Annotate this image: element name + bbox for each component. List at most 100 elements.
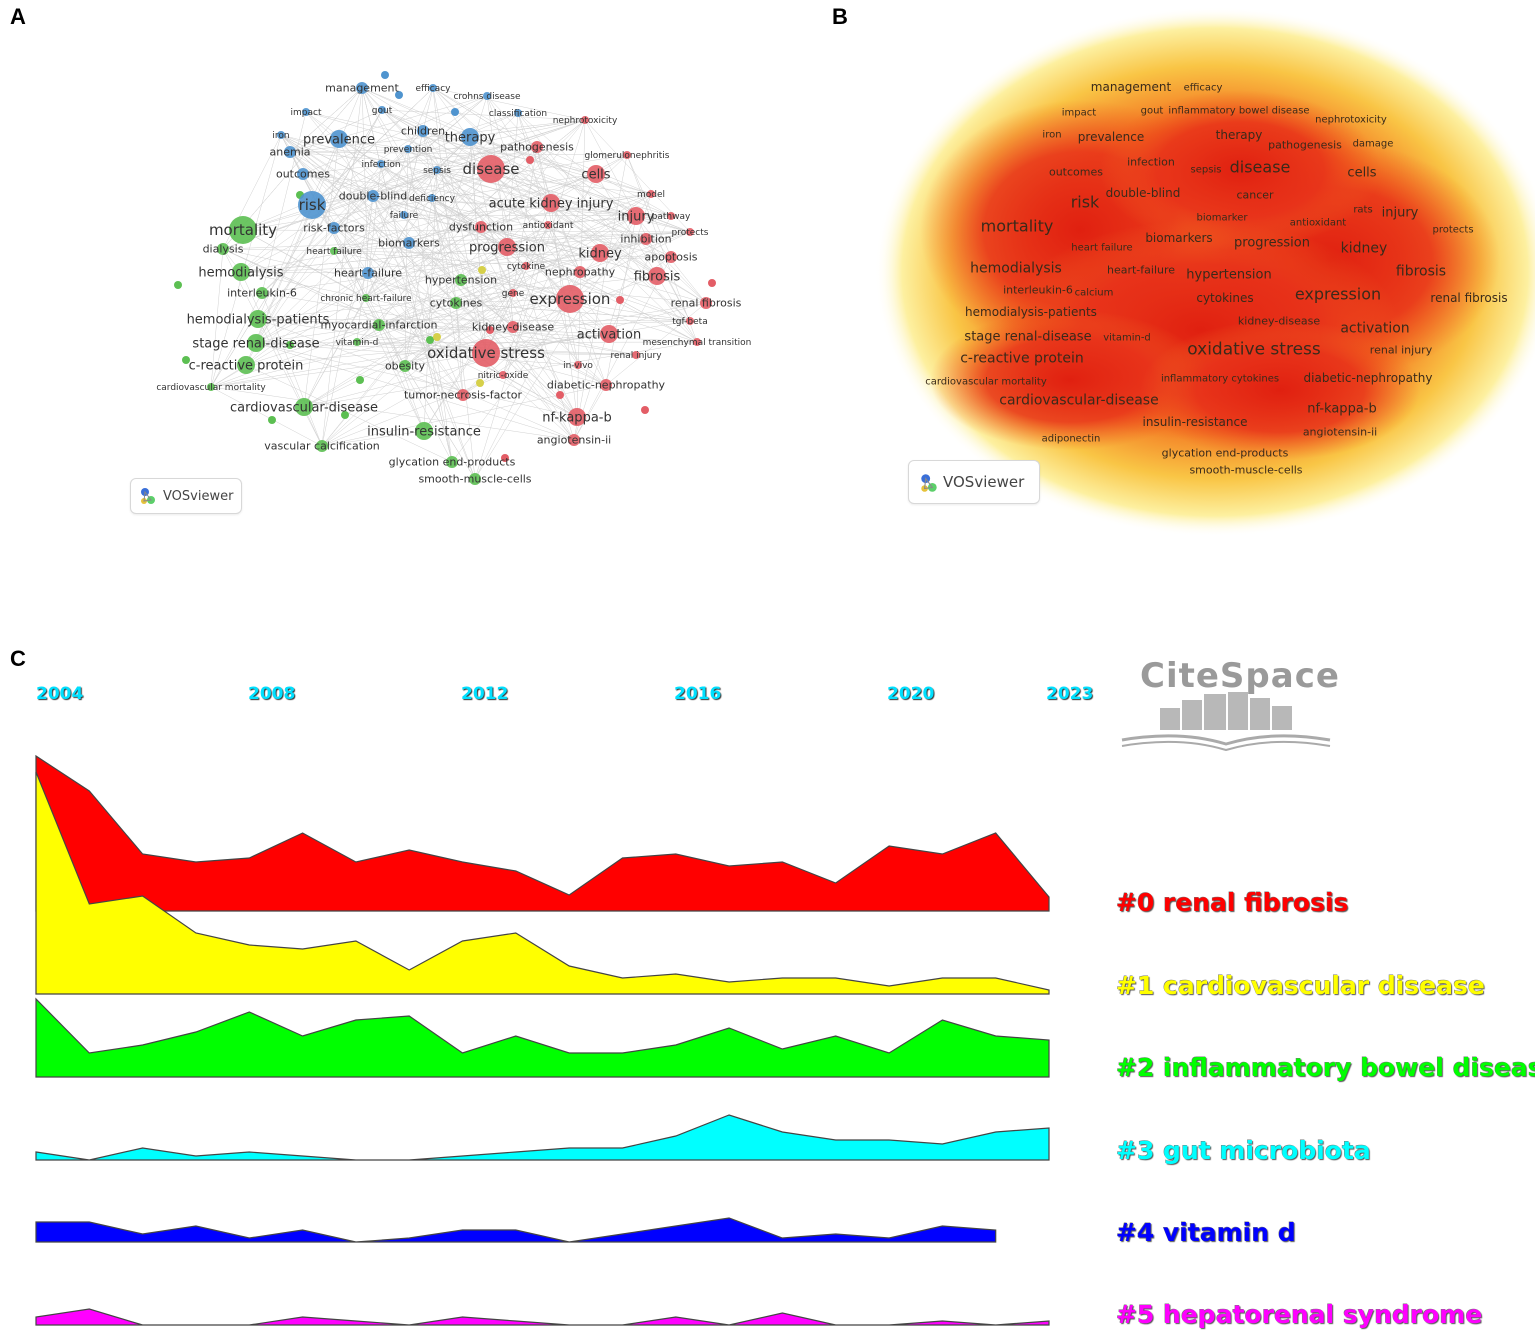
network-edge: [367, 272, 425, 432]
cluster-area-2: [35, 997, 1050, 1078]
density-label: expression: [1295, 284, 1381, 303]
density-label: disease: [1230, 157, 1291, 176]
density-label: cells: [1347, 165, 1376, 180]
network-label: cardiovascular-disease: [230, 400, 378, 415]
year-label-2004: 2004: [36, 684, 84, 704]
network-edge: [436, 169, 647, 240]
vosviewer-badge-b[interactable]: VOSviewer: [908, 460, 1040, 504]
network-edge: [436, 169, 578, 418]
vosviewer-badge-a[interactable]: VOSviewer: [130, 478, 242, 514]
network-node: [522, 262, 530, 270]
network-edge: [302, 173, 672, 258]
network-node: [341, 411, 349, 419]
network-edge: [431, 197, 482, 228]
network-label: heart failure: [306, 247, 362, 257]
network-edge: [257, 148, 409, 320]
density-label: interleukin-6: [1003, 284, 1073, 297]
network-node: [377, 160, 385, 168]
network-edge: [257, 318, 610, 335]
network-label: tumor-necrosis-factor: [404, 389, 523, 402]
cluster-area-0: [35, 754, 1050, 912]
network-edge: [404, 193, 652, 367]
density-label: efficacy: [1184, 82, 1223, 93]
network-node: [640, 233, 652, 245]
network-node: [373, 319, 385, 331]
network-node: [446, 456, 458, 468]
network-label: gene: [502, 289, 525, 299]
network-edge: [408, 168, 492, 244]
network-node: [641, 406, 649, 414]
network-edge: [333, 250, 425, 432]
network-label: fibrosis: [634, 269, 681, 284]
network-edge: [365, 136, 471, 299]
network-edge: [404, 231, 691, 367]
network-node: [395, 91, 403, 99]
network-label: biomarkers: [378, 237, 440, 250]
network-edge: [423, 292, 514, 432]
network-edge: [462, 256, 672, 396]
network-node: [217, 243, 229, 255]
cluster-label-5: #5 hepatorenal syndrome: [1116, 1300, 1483, 1329]
network-edge: [422, 130, 652, 195]
network-edge: [245, 136, 471, 366]
network-label: management: [325, 82, 399, 95]
network-node: [367, 190, 379, 202]
network-node: [450, 297, 462, 309]
network-node: [455, 274, 467, 286]
network-edge: [462, 238, 647, 396]
network-label: renal injury: [610, 351, 662, 361]
network-label: nephropathy: [545, 266, 616, 279]
network-edge: [432, 87, 586, 121]
network-edge: [321, 87, 363, 447]
network-edge: [255, 272, 369, 344]
network-edge: [261, 292, 637, 356]
network-node: [378, 106, 386, 114]
network-label: classification: [489, 109, 547, 119]
network-edge: [210, 324, 380, 388]
density-label: hemodialysis-patients: [965, 305, 1097, 319]
network-edge: [289, 151, 405, 216]
cluster-label-0: #0 renal fibrosis: [1116, 888, 1349, 917]
density-label: outcomes: [1049, 166, 1103, 179]
network-label: infection: [361, 160, 400, 170]
network-label: glomerulonephritis: [584, 151, 669, 161]
network-edge: [210, 226, 482, 388]
density-label: kidney-disease: [1238, 315, 1320, 328]
network-edge: [245, 238, 647, 366]
density-label: glycation end-products: [1162, 447, 1289, 460]
network-label: obesity: [385, 360, 426, 373]
network-node: [182, 356, 190, 364]
network-edge: [303, 272, 369, 408]
network-edge: [407, 87, 434, 150]
network-edge: [506, 246, 581, 273]
network-edge: [280, 134, 552, 204]
network-label: mortality: [209, 221, 277, 239]
network-node: [174, 281, 182, 289]
network-edge: [302, 146, 538, 175]
network-node: [426, 336, 434, 344]
network-label: deficiency: [409, 194, 456, 204]
network-node: [616, 296, 624, 304]
network-edge: [222, 248, 504, 376]
network-edge: [469, 136, 652, 195]
density-label: heart failure: [1071, 242, 1132, 253]
network-label: antioxidant: [523, 221, 574, 231]
network-edge: [210, 292, 263, 388]
network-edge: [257, 318, 487, 354]
network-edge: [338, 138, 549, 226]
density-heat: [875, 7, 1535, 537]
network-edge: [595, 173, 672, 217]
network-edge: [240, 271, 323, 447]
cluster-area-3: [35, 1114, 1050, 1161]
network-label: therapy: [445, 130, 496, 145]
network-label: nf-kappa-b: [542, 410, 611, 425]
network-label: pathway: [652, 212, 691, 222]
network-edge: [361, 87, 471, 138]
network-label: mesenchymal transition: [643, 338, 752, 348]
network-edge: [408, 242, 571, 300]
network-label: risk-factors: [303, 222, 365, 235]
network-edge: [404, 365, 476, 480]
network-edge: [407, 148, 438, 171]
